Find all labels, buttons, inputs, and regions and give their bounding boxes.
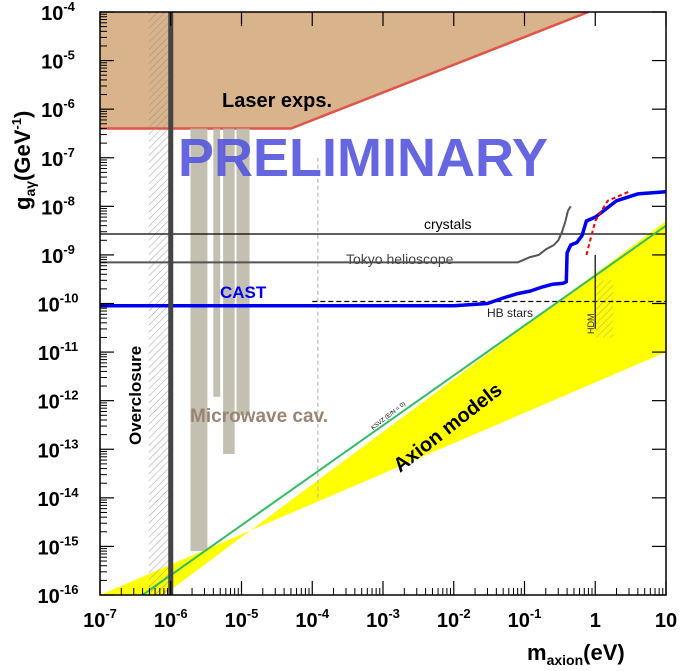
overclosure-hatch	[148, 12, 171, 595]
y-axis-base: g	[10, 197, 35, 210]
overclosure-label: Overclosure	[126, 346, 145, 445]
x-tick-label: 10-5	[225, 606, 259, 632]
x-tick-label: 10-6	[154, 606, 188, 632]
y-tick-label: 10-4	[41, 0, 76, 25]
microwave-cavity-bar	[190, 128, 208, 552]
axion-models-band	[100, 221, 666, 595]
y-tick-label: 10-14	[37, 485, 79, 511]
y-axis-unit-exponent: -1	[9, 118, 24, 130]
x-tick-label: 10-2	[437, 606, 471, 632]
y-tick-label: 10-7	[41, 145, 75, 171]
y-tick-label: 10-8	[41, 193, 75, 219]
hdm-hatch	[595, 280, 614, 338]
x-axis-unit: (eV)	[583, 640, 625, 665]
hdm-label: HDM	[586, 314, 596, 335]
y-tick-label: 10-10	[37, 291, 78, 317]
y-tick-label: 10-9	[41, 242, 75, 268]
laser-label: Laser exps.	[222, 90, 332, 112]
red-dashed-bound	[585, 190, 630, 256]
x-tick-label: 10-7	[83, 606, 117, 632]
y-tick-label: 10-11	[38, 339, 78, 365]
x-tick-label: 10-3	[366, 606, 400, 632]
y-tick-label: 10-15	[37, 533, 78, 559]
x-axis-base: m	[527, 640, 547, 665]
laser-region	[100, 12, 666, 129]
y-axis-unit-close: )	[10, 111, 35, 118]
y-tick-label: 10-16	[37, 582, 78, 608]
regions-layer	[100, 12, 666, 595]
x-tick-label: 10-1	[508, 606, 542, 632]
y-tick-label: 10-5	[41, 48, 75, 74]
y-axis-subscript: aγ	[22, 181, 38, 197]
series-tokyo-helioscope	[100, 205, 572, 264]
x-axis-title: maxion(eV)	[527, 640, 625, 668]
y-tick-label: 10-12	[37, 388, 78, 414]
series-ksvz-e-n-0	[142, 224, 666, 595]
x-tick-label: 10-4	[295, 606, 330, 632]
microwave-label: Microwave cav.	[190, 406, 328, 427]
y-tick-label: 10-13	[37, 436, 78, 462]
lines-layer	[100, 12, 666, 595]
microwave-cavity-bar	[236, 128, 250, 416]
tokyo-label: Tokyo helioscope	[346, 251, 454, 267]
x-tick-label: 10	[655, 610, 677, 632]
series-cast	[100, 189, 666, 308]
crystals-label: crystals	[424, 216, 471, 232]
watermark: PRELIMINARY	[178, 128, 548, 188]
cast-label: CAST	[220, 283, 267, 302]
x-axis-subscript: axion	[547, 652, 584, 668]
y-axis-title: gaγ(GeV-1)	[9, 111, 38, 210]
y-tick-label: 10-6	[41, 96, 75, 122]
ticks-layer: 10-7 10-6 10-5 10-4 10-3 10-2 10-1 1 1010-410-51…	[37, 0, 677, 632]
svg-text:maxion(eV): maxion(eV)	[527, 640, 625, 668]
microwave-cavity-bar	[223, 128, 235, 454]
plot-area	[100, 12, 666, 595]
hb-stars-label: HB stars	[487, 306, 533, 320]
svg-text:gaγ(GeV-1): gaγ(GeV-1)	[9, 111, 38, 210]
y-axis-unit: (GeV	[10, 129, 35, 181]
x-tick-label: 1	[590, 610, 601, 632]
